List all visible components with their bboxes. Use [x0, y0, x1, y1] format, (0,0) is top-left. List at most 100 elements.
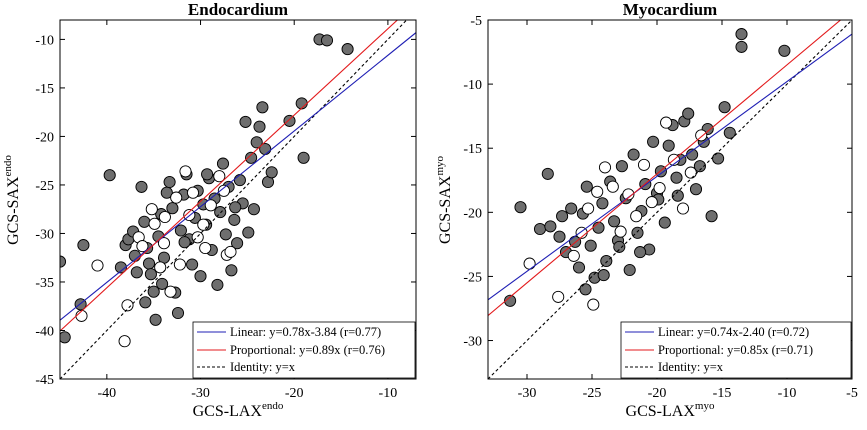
legend-label-proportional: Proportional: y=0.85x (r=0.71): [658, 343, 813, 357]
y-tick-label: -5: [470, 14, 482, 29]
data-point-white: [523, 257, 536, 270]
x-tick-label: -10: [379, 386, 398, 401]
data-point-gray: [228, 213, 241, 226]
y-tick-label: -35: [35, 276, 54, 291]
data-point-gray: [631, 226, 644, 239]
x-axis-label-superscript: myo: [695, 400, 715, 412]
data-point-gray: [60, 331, 71, 344]
data-point-gray: [662, 139, 675, 152]
data-point-gray: [600, 254, 613, 268]
legend-label-identity: Identity: y=x: [230, 360, 296, 374]
data-point-gray: [671, 189, 684, 202]
x-axis-ticks: -30 -25 -20 -15 -10 -5: [518, 20, 858, 401]
data-point-gray: [297, 151, 310, 164]
data-point-gray: [77, 239, 90, 252]
data-point-gray: [144, 268, 157, 281]
data-point-white: [606, 180, 619, 193]
data-point-gray: [265, 166, 278, 179]
data-point-gray: [295, 97, 308, 110]
data-point-gray: [233, 174, 246, 187]
data-point-gray: [580, 180, 593, 193]
legend-box: [192, 321, 416, 379]
data-point-gray: [556, 210, 569, 223]
y-axis-label-superscript: myo: [434, 155, 446, 175]
data-point-white: [684, 166, 697, 179]
legend-label-linear: Linear: y=0.78x-3.84 (r=0.77): [230, 325, 381, 339]
data-point-gray: [163, 175, 176, 189]
data-point-gray: [735, 28, 748, 41]
data-point-gray: [186, 258, 199, 271]
data-point-gray: [705, 210, 718, 223]
data-point-gray: [596, 197, 609, 210]
data-point-gray: [544, 220, 557, 233]
data-point-white: [199, 241, 212, 255]
chart-title: Endocardium: [188, 0, 288, 19]
data-point-white: [173, 258, 186, 271]
plot-frame: [487, 19, 853, 380]
plot-frame: [59, 19, 417, 380]
data-point-gray: [533, 222, 547, 236]
data-point-gray: [250, 136, 263, 149]
data-point-gray: [194, 270, 207, 283]
data-point-gray: [723, 126, 736, 139]
legend-label-identity: Identity: y=x: [658, 360, 724, 374]
data-point-gray: [156, 277, 169, 290]
data-point-white: [552, 290, 565, 303]
y-tick-label: -20: [35, 130, 54, 145]
data-point-white: [567, 249, 580, 262]
y-axis-ticks: -30 -25 -20 -15 -10 -5: [463, 14, 852, 350]
legend-label-linear: Linear: y=0.74x-2.40 (r=0.72): [658, 325, 809, 339]
data-point-gray: [647, 135, 660, 148]
x-tick-label: -20: [285, 386, 304, 401]
x-tick-label: -25: [583, 386, 602, 401]
data-point-white: [191, 231, 204, 244]
y-tick-label: -20: [463, 206, 482, 221]
data-point-white: [148, 217, 161, 230]
data-point-white: [676, 202, 690, 215]
data-point-gray: [149, 313, 162, 326]
fit-lines: [488, 20, 852, 379]
data-point-gray: [689, 183, 703, 196]
data-point-white: [645, 196, 658, 209]
data-point-white: [622, 188, 635, 201]
data-point-gray: [718, 101, 731, 114]
x-tick-label: -5: [846, 386, 858, 401]
data-point-white: [660, 116, 673, 129]
legend: Linear: y=0.74x-2.40 (r=0.72) Proportion…: [620, 321, 852, 379]
data-point-gray: [608, 215, 621, 228]
y-tick-label: -10: [463, 78, 482, 93]
data-point-gray: [171, 306, 185, 320]
data-point-white: [154, 261, 167, 274]
proportional-fit-line: [488, 20, 842, 316]
data-point-gray: [634, 246, 647, 259]
data-point-gray: [219, 228, 232, 241]
y-tick-label: -30: [35, 227, 54, 242]
chart-title: Myocardium: [623, 0, 717, 19]
y-axis-label: GCS-SAXmyo: [434, 155, 454, 244]
y-axis-label-main: GCS-SAX: [5, 176, 22, 245]
y-axis-label-main: GCS-SAX: [437, 175, 454, 244]
y-tick-label: -15: [463, 142, 482, 157]
data-point-white: [653, 181, 666, 195]
data-point-gray: [174, 224, 187, 237]
x-tick-label: -15: [713, 386, 732, 401]
legend-label-proportional: Proportional: y=0.89x (r=0.76): [230, 343, 385, 357]
legend-box: [620, 321, 852, 379]
data-point-gray: [584, 239, 597, 252]
y-tick-label: -30: [463, 335, 482, 350]
data-point-gray: [114, 261, 127, 274]
data-point-gray: [138, 215, 151, 228]
y-axis-label-superscript: endo: [2, 155, 14, 177]
data-point-gray: [211, 278, 224, 291]
data-point-gray: [579, 283, 592, 296]
data-point-gray: [178, 236, 191, 249]
data-point-gray: [256, 101, 269, 114]
x-tick-label: -10: [778, 386, 797, 401]
data-point-white: [186, 186, 200, 199]
data-point-white: [91, 259, 104, 272]
data-point-gray: [247, 203, 260, 216]
data-point-white: [164, 285, 177, 298]
data-point-gray: [142, 257, 156, 270]
data-point-gray: [514, 201, 527, 214]
